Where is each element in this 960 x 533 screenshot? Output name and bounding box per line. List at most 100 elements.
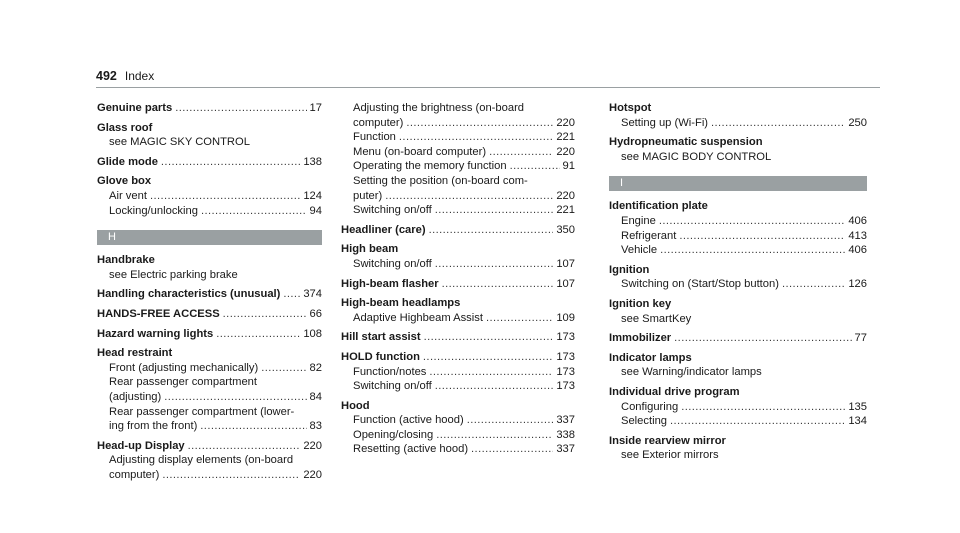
page-number: 492 — [96, 69, 117, 83]
dot-leader — [674, 331, 851, 346]
term-text: see MAGIC SKY CONTROL — [109, 136, 250, 149]
index-subterm: Switching on/off 107 — [341, 257, 575, 272]
index-term: Immobilizer 77 — [609, 331, 867, 346]
dot-leader — [429, 223, 554, 238]
term-text: Switching on/off — [353, 257, 432, 270]
section-letter-header: H — [97, 230, 322, 246]
index-entry: Individual drive programConfiguring135Se… — [609, 385, 867, 429]
index-subterm: see Electric parking brake — [97, 268, 322, 283]
page-reference: 350 — [556, 223, 575, 236]
index-subterm: Operating the memory function 91 — [341, 159, 575, 174]
index-term: Glove box — [97, 174, 322, 189]
index-term: Inside rearview mirror — [609, 434, 867, 449]
index-subterm: Switching on/off 221 — [341, 203, 575, 218]
term-text: Handling characteristics (unusual) — [97, 288, 281, 301]
term-text: Hood — [341, 399, 370, 412]
term-text: see Electric parking brake — [109, 268, 238, 281]
page-reference: 126 — [848, 278, 867, 291]
dot-leader — [385, 189, 553, 204]
index-subterm: Refrigerant 413 — [609, 229, 867, 244]
dot-leader — [161, 155, 300, 170]
term-text: Adaptive Highbeam Assist — [353, 311, 483, 324]
index-entry: Glide mode 138 — [97, 155, 322, 170]
term-text: Resetting (active hood) — [353, 443, 469, 456]
index-term: Indicator lamps — [609, 351, 867, 366]
page-reference: 107 — [556, 277, 575, 290]
term-text: Refrigerant — [621, 229, 677, 242]
dot-leader — [467, 413, 554, 428]
index-subterm: Adjusting display elements (on-board — [97, 453, 322, 468]
page-reference: 173 — [556, 350, 575, 363]
header-divider — [96, 87, 880, 88]
index-subterm: Adaptive Highbeam Assist 109 — [341, 311, 575, 326]
term-text: Hazard warning lights — [97, 327, 214, 340]
page-reference: 221 — [556, 131, 575, 144]
page-reference: 17 — [309, 102, 322, 114]
term-text: HOLD function — [341, 350, 420, 363]
index-term: Handling characteristics (unusual) 374 — [97, 287, 322, 302]
page-reference: 108 — [303, 327, 322, 340]
page-reference: 250 — [848, 116, 867, 129]
term-text: Adjusting the brightness (on-board — [353, 102, 525, 114]
index-subterm: Front (adjusting mechanically) 82 — [97, 361, 322, 376]
page-reference: 77 — [854, 332, 867, 345]
term-text: computer) — [353, 116, 404, 129]
term-text: Switching on/off — [353, 204, 432, 217]
index-subterm: ing from the front) 83 — [97, 419, 322, 434]
dot-leader — [510, 159, 560, 174]
term-text: Immobilizer — [609, 332, 672, 345]
term-text: puter) — [353, 189, 383, 202]
index-entry: Hazard warning lights 108 — [97, 327, 322, 342]
index-entry: Head restraint Front (adjusting mechanica… — [97, 346, 322, 434]
index-entry: Handbrake see Electric parking brake — [97, 253, 322, 282]
dot-leader — [399, 130, 553, 145]
index-subterm: Configuring 135 — [609, 400, 867, 415]
page-reference: 173 — [556, 331, 575, 344]
page-reference: 84 — [309, 390, 322, 403]
index-subterm: see SmartKey — [609, 312, 867, 327]
term-text: Adjusting display elements (on-board — [109, 454, 294, 467]
index-subterm: Adjusting the brightness (on-board — [341, 101, 575, 116]
dot-leader — [659, 214, 845, 229]
index-entry: Hydropneumatic suspension see MAGIC BODY … — [609, 135, 867, 164]
index-term: HANDS-FREE ACCESS 66 — [97, 307, 322, 322]
index-subterm: see MAGIC SKY CONTROL — [97, 135, 322, 150]
index-column-3: Hotspot Setting up (Wi-Fi) 250 Hydropneumat… — [609, 101, 867, 468]
page-reference: 337 — [556, 443, 575, 456]
index-subterm: see Exterior mirrors — [609, 448, 867, 463]
page-reference: 173 — [556, 365, 575, 378]
term-text: Headliner (care) — [341, 223, 426, 236]
page-reference: 83 — [309, 420, 322, 433]
term-text: Function (active hood) — [353, 414, 464, 427]
term-text: Ignition key — [609, 297, 672, 310]
index-entry: Immobilizer 77 — [609, 331, 867, 346]
index-entry: Glass roof see MAGIC SKY CONTROL — [97, 121, 322, 150]
dot-leader — [162, 468, 300, 483]
page-reference: 220 — [556, 145, 575, 158]
dot-leader — [429, 365, 553, 380]
index-subterm: see Warning/indicator lamps — [609, 365, 867, 380]
term-text: Hotspot — [609, 102, 652, 114]
index-subterm: computer) 220 — [341, 116, 575, 131]
dot-leader — [442, 277, 554, 292]
index-term: Identification plate — [609, 199, 867, 214]
term-text: Individual drive program — [609, 385, 740, 398]
page-reference: 406 — [848, 244, 867, 257]
page-reference: 124 — [303, 189, 322, 202]
index-entry: High-beam flasher 107 — [341, 277, 575, 292]
index-term: Head restraint — [97, 346, 322, 361]
dot-leader — [216, 327, 300, 342]
index-subterm: Function 221 — [341, 130, 575, 145]
index-entry: Hotspot Setting up (Wi-Fi) 250 — [609, 101, 867, 130]
dot-leader — [188, 439, 301, 454]
term-text: High-beam headlamps — [341, 297, 461, 310]
dot-leader — [435, 203, 554, 218]
section-letter-header: I — [609, 176, 867, 192]
index-entry: Head-up Display 220 Adjusting display elem… — [97, 439, 322, 483]
index-subterm: Locking/unlocking 94 — [97, 204, 322, 219]
term-text: see MAGIC BODY CONTROL — [621, 150, 772, 163]
page-reference: 406 — [848, 214, 867, 227]
page-reference: 107 — [556, 257, 575, 270]
